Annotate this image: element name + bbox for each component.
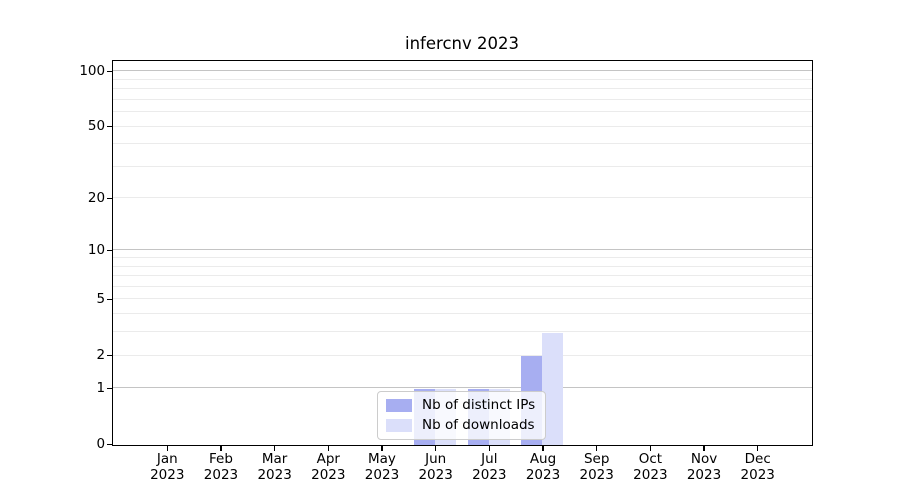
legend-label-downloads: Nb of downloads: [422, 417, 535, 433]
gridline-minor: [113, 257, 812, 259]
x-tick-label-month: Jul: [481, 451, 498, 468]
plot-area: Nb of distinct IPs Nb of downloads: [112, 60, 813, 446]
legend-swatch-downloads: [386, 418, 412, 432]
gridline-major: [113, 70, 812, 72]
gridline-minor: [113, 88, 812, 90]
x-tick: [435, 446, 437, 451]
gridline-minor: [113, 143, 812, 145]
legend-label-distinct-ips: Nb of distinct IPs: [422, 397, 536, 413]
x-tick-label-month: Jun: [425, 451, 447, 468]
x-tick-label: Dec 2023: [728, 451, 788, 483]
x-tick-label: Oct 2023: [620, 451, 680, 483]
x-tick-label: Feb 2023: [191, 451, 251, 483]
x-tick-label: Jun 2023: [406, 451, 466, 483]
gridline-minor: [113, 265, 812, 267]
x-tick-label-year: 2023: [364, 467, 400, 484]
gridline-minor: [113, 78, 812, 80]
x-tick-label-year: 2023: [579, 467, 614, 484]
y-tick: [107, 197, 112, 199]
x-tick-label-month: Nov: [690, 451, 718, 468]
gridline-minor: [113, 298, 812, 300]
x-tick-label-year: 2023: [633, 467, 668, 484]
x-tick-label-month: Sep: [583, 451, 610, 468]
x-tick-label-month: Dec: [744, 451, 771, 468]
gridline-minor: [113, 111, 812, 113]
x-tick-label-year: 2023: [257, 467, 292, 484]
gridline-minor: [113, 354, 812, 356]
x-tick-label: Sep 2023: [567, 451, 627, 483]
x-tick-label-month: Oct: [638, 451, 663, 468]
x-tick-label-year: 2023: [472, 467, 507, 484]
x-tick: [649, 446, 652, 451]
x-tick-label-month: Jan: [156, 451, 178, 468]
x-tick: [166, 446, 168, 451]
gridline-minor: [113, 197, 812, 199]
chart-title: infercnv 2023: [405, 34, 519, 53]
y-tick-label: 1: [96, 379, 106, 396]
x-tick: [757, 446, 759, 451]
gridline-minor: [113, 286, 812, 288]
x-tick-label-year: 2023: [686, 467, 722, 484]
gridline-minor: [113, 313, 812, 315]
y-tick-label: 100: [79, 62, 106, 79]
y-tick: [107, 125, 112, 128]
x-tick: [220, 446, 222, 451]
y-tick: [107, 70, 112, 73]
x-tick-label: Mar 2023: [245, 451, 305, 483]
grid-layer: [113, 61, 812, 445]
x-tick: [542, 446, 544, 451]
gridline-minor: [113, 275, 812, 277]
gridline-minor: [113, 98, 812, 100]
gridline-minor: [113, 165, 812, 167]
x-tick: [381, 446, 383, 451]
y-tick: [107, 443, 112, 446]
legend-item-downloads: Nb of downloads: [386, 416, 535, 434]
x-tick-label: Nov 2023: [674, 451, 734, 483]
y-tick-label: 50: [87, 118, 106, 135]
x-tick: [273, 446, 276, 451]
x-tick-label: May 2023: [352, 451, 412, 483]
legend: Nb of distinct IPs Nb of downloads: [377, 391, 547, 440]
x-tick-label-year: 2023: [203, 467, 239, 484]
x-tick-label-month: Feb: [209, 451, 233, 468]
x-tick-label: Apr 2023: [298, 451, 358, 483]
x-tick: [488, 446, 490, 451]
x-tick-label-year: 2023: [525, 467, 561, 484]
y-tick-label: 2: [96, 347, 106, 364]
x-tick: [596, 446, 598, 451]
gridline-minor: [113, 125, 812, 127]
x-tick-label-year: 2023: [418, 467, 453, 484]
gridline-major: [113, 387, 812, 389]
x-tick-label-year: 2023: [740, 467, 775, 484]
x-tick-label: Jan 2023: [137, 451, 197, 483]
bar-downloads: [542, 332, 564, 445]
y-tick: [107, 298, 112, 301]
x-tick-label-month: Apr: [316, 451, 340, 468]
y-tick-label: 20: [87, 189, 106, 206]
y-tick: [107, 387, 112, 390]
legend-item-distinct-ips: Nb of distinct IPs: [386, 396, 535, 414]
gridline-minor: [113, 331, 812, 333]
x-tick-label-month: Mar: [261, 451, 288, 468]
x-tick-label-year: 2023: [311, 467, 346, 484]
y-tick-label: 10: [87, 242, 106, 259]
gridline-major: [113, 249, 812, 251]
legend-swatch-distinct-ips: [386, 398, 412, 412]
y-tick-label: 0: [96, 435, 106, 452]
x-tick-label-month: May: [368, 451, 396, 468]
x-tick: [703, 446, 705, 451]
x-tick-label: Aug 2023: [513, 451, 573, 483]
y-tick-label: 5: [96, 291, 106, 308]
x-tick-label: Jul 2023: [459, 451, 519, 483]
y-tick: [107, 249, 112, 252]
x-tick-label-year: 2023: [150, 467, 185, 484]
x-tick-label-month: Aug: [529, 451, 557, 468]
y-tick: [107, 354, 112, 357]
x-tick: [327, 446, 329, 451]
